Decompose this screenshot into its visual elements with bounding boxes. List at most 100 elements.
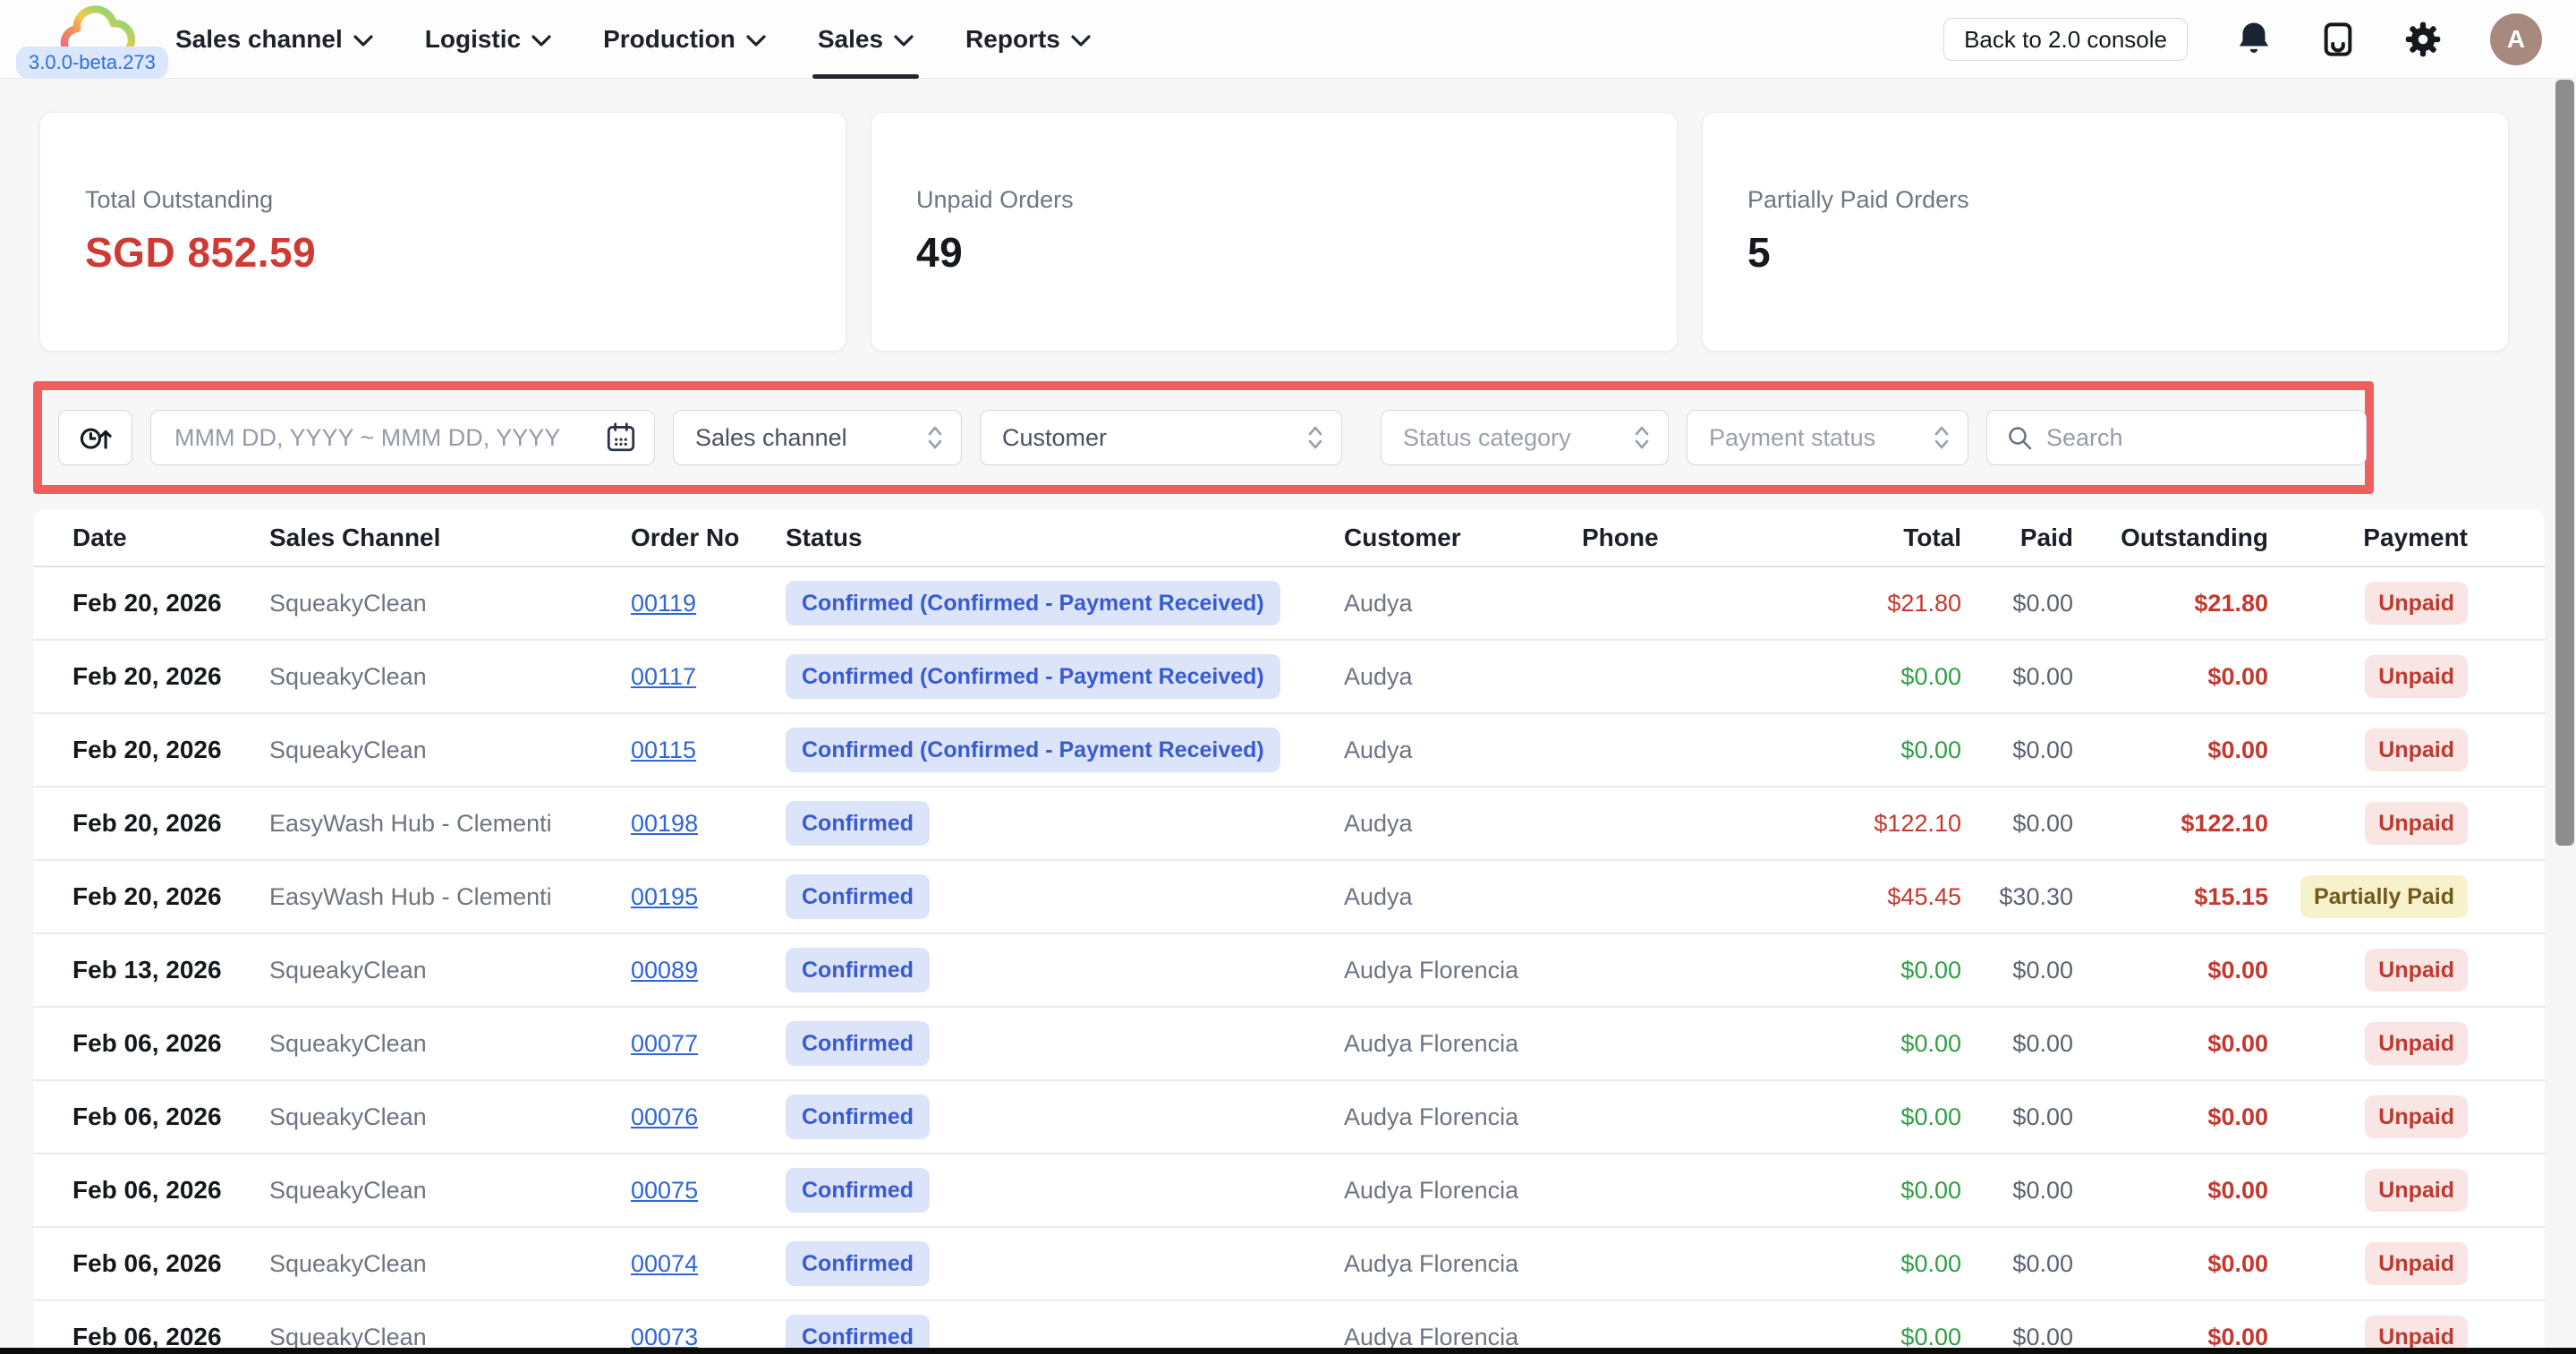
cell-paid: $0.00 bbox=[1961, 1007, 2073, 1081]
cell-customer: Audya bbox=[1344, 713, 1582, 788]
chevron-down-icon bbox=[1071, 35, 1091, 47]
status-badge: Confirmed bbox=[786, 1241, 930, 1286]
cell-channel: SqueakyClean bbox=[269, 1154, 631, 1228]
cell-outstanding: $0.00 bbox=[2073, 1007, 2268, 1081]
card-total-outstanding: Total Outstanding SGD 852.59 bbox=[39, 112, 846, 352]
cell-phone bbox=[1582, 1154, 1779, 1228]
filter-bar-highlight: MMM DD, YYYY ~ MMM DD, YYYY Sales channe… bbox=[33, 381, 2374, 494]
order-link[interactable]: 00198 bbox=[631, 809, 699, 837]
unfold-chevrons-icon bbox=[1635, 426, 1649, 449]
order-link[interactable]: 00075 bbox=[631, 1176, 699, 1204]
cell-customer: Audya bbox=[1344, 566, 1582, 641]
cell-outstanding: $0.00 bbox=[2073, 713, 2268, 788]
back-to-console-button[interactable]: Back to 2.0 console bbox=[1943, 18, 2188, 61]
search-input[interactable] bbox=[2046, 423, 2350, 452]
cell-paid: $0.00 bbox=[1961, 1154, 2073, 1228]
scrollbar-thumb[interactable] bbox=[2555, 80, 2574, 846]
status-badge: Confirmed bbox=[786, 801, 930, 846]
date-range-input[interactable]: MMM DD, YYYY ~ MMM DD, YYYY bbox=[150, 410, 655, 465]
cell-date: Feb 20, 2026 bbox=[33, 860, 269, 934]
cell-outstanding: $15.15 bbox=[2073, 860, 2268, 934]
cell-phone bbox=[1582, 1300, 1779, 1354]
payment-badge: Unpaid bbox=[2365, 1316, 2468, 1354]
status-badge: Confirmed (Confirmed - Payment Received) bbox=[786, 728, 1280, 772]
card-label: Total Outstanding bbox=[85, 186, 274, 213]
order-link[interactable]: 00119 bbox=[631, 589, 697, 617]
menu-item-sales-channel[interactable]: Sales channel bbox=[175, 0, 373, 79]
payment-badge: Unpaid bbox=[2365, 655, 2468, 698]
order-link[interactable]: 00117 bbox=[631, 662, 697, 690]
notifications-bell-icon[interactable] bbox=[2236, 20, 2272, 59]
calendar-icon[interactable] bbox=[604, 421, 638, 455]
cell-total: $0.00 bbox=[1779, 713, 1961, 788]
cell-date: Feb 20, 2026 bbox=[33, 640, 269, 714]
app-logo[interactable]: 3.0.0-beta.273 bbox=[9, 0, 170, 79]
search-field[interactable] bbox=[1986, 410, 2367, 465]
card-partially-paid-orders: Partially Paid Orders 5 bbox=[1702, 112, 2509, 352]
cell-date: Feb 06, 2026 bbox=[33, 1227, 269, 1301]
cell-paid: $30.30 bbox=[1961, 860, 2073, 934]
menu-item-sales[interactable]: Sales bbox=[812, 0, 920, 79]
avatar[interactable]: A bbox=[2490, 13, 2542, 65]
status-badge: Confirmed bbox=[786, 948, 930, 992]
cell-total: $122.10 bbox=[1779, 787, 1961, 861]
order-link[interactable]: 00195 bbox=[631, 882, 699, 910]
table-row: Feb 06, 2026 SqueakyClean 00077 Confirme… bbox=[33, 1007, 2545, 1081]
status-category-select[interactable]: Status category bbox=[1381, 410, 1669, 465]
table-row: Feb 20, 2026 SqueakyClean 00119 Confirme… bbox=[33, 566, 2545, 641]
cell-outstanding: $0.00 bbox=[2073, 933, 2268, 1008]
cell-customer: Audya Florencia bbox=[1344, 1007, 1582, 1081]
menu-item-logistic[interactable]: Logistic bbox=[425, 0, 551, 79]
customer-select[interactable]: Customer bbox=[980, 410, 1342, 465]
window-bottom-edge bbox=[0, 1348, 2576, 1354]
cell-paid: $0.00 bbox=[1961, 1300, 2073, 1354]
cell-paid: $0.00 bbox=[1961, 933, 2073, 1008]
table-row: Feb 20, 2026 SqueakyClean 00115 Confirme… bbox=[33, 713, 2545, 788]
order-link[interactable]: 00077 bbox=[631, 1029, 699, 1057]
cell-phone bbox=[1582, 787, 1779, 861]
order-link[interactable]: 00073 bbox=[631, 1323, 699, 1350]
order-link[interactable]: 00076 bbox=[631, 1103, 699, 1130]
order-link[interactable]: 00074 bbox=[631, 1249, 699, 1277]
main-menu: Sales channel Logistic Production Sales … bbox=[175, 0, 1091, 79]
payment-badge: Unpaid bbox=[2365, 582, 2468, 625]
payment-badge: Unpaid bbox=[2365, 728, 2468, 771]
chevron-down-icon bbox=[746, 35, 766, 47]
chevron-down-icon bbox=[894, 35, 914, 47]
cell-outstanding: $0.00 bbox=[2073, 1300, 2268, 1354]
cell-date: Feb 06, 2026 bbox=[33, 1154, 269, 1228]
cell-outstanding: $0.00 bbox=[2073, 1227, 2268, 1301]
cell-phone bbox=[1582, 566, 1779, 641]
menu-item-reports[interactable]: Reports bbox=[965, 0, 1091, 79]
inbox-tray-icon[interactable] bbox=[2320, 20, 2356, 59]
cell-phone bbox=[1582, 1227, 1779, 1301]
cell-date: Feb 20, 2026 bbox=[33, 787, 269, 861]
unfold-chevrons-icon bbox=[1934, 426, 1949, 449]
clock-sort-icon bbox=[80, 428, 112, 449]
cell-phone bbox=[1582, 1007, 1779, 1081]
menu-item-production[interactable]: Production bbox=[603, 0, 766, 79]
cell-phone bbox=[1582, 933, 1779, 1008]
cell-phone bbox=[1582, 860, 1779, 934]
settings-gear-icon[interactable] bbox=[2404, 21, 2442, 58]
table-row: Feb 06, 2026 SqueakyClean 00073 Confirme… bbox=[33, 1300, 2545, 1354]
page-scrollbar[interactable] bbox=[2555, 80, 2576, 1354]
cell-outstanding: $0.00 bbox=[2073, 640, 2268, 714]
cell-date: Feb 06, 2026 bbox=[33, 1007, 269, 1081]
payment-status-select[interactable]: Payment status bbox=[1687, 410, 1968, 465]
filter-row: MMM DD, YYYY ~ MMM DD, YYYY Sales channe… bbox=[58, 410, 2367, 465]
order-link[interactable]: 00115 bbox=[631, 736, 697, 763]
status-badge: Confirmed (Confirmed - Payment Received) bbox=[786, 581, 1280, 626]
payment-badge: Unpaid bbox=[2365, 1022, 2468, 1065]
sort-by-time-button[interactable] bbox=[58, 410, 132, 465]
cell-date: Feb 13, 2026 bbox=[33, 933, 269, 1008]
order-link[interactable]: 00089 bbox=[631, 956, 699, 984]
col-header-order-no: Order No bbox=[631, 509, 786, 567]
sales-channel-select[interactable]: Sales channel bbox=[673, 410, 962, 465]
status-badge: Confirmed bbox=[786, 1168, 930, 1213]
col-header-outstanding: Outstanding bbox=[2073, 509, 2268, 567]
search-icon bbox=[2009, 427, 2032, 450]
unfold-chevrons-icon bbox=[1308, 426, 1322, 449]
cell-customer: Audya Florencia bbox=[1344, 933, 1582, 1008]
table-row: Feb 13, 2026 SqueakyClean 00089 Confirme… bbox=[33, 933, 2545, 1008]
